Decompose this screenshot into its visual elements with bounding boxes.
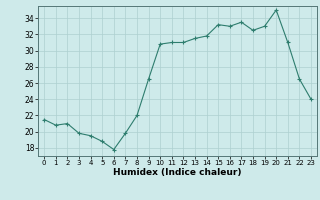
X-axis label: Humidex (Indice chaleur): Humidex (Indice chaleur) [113, 168, 242, 177]
